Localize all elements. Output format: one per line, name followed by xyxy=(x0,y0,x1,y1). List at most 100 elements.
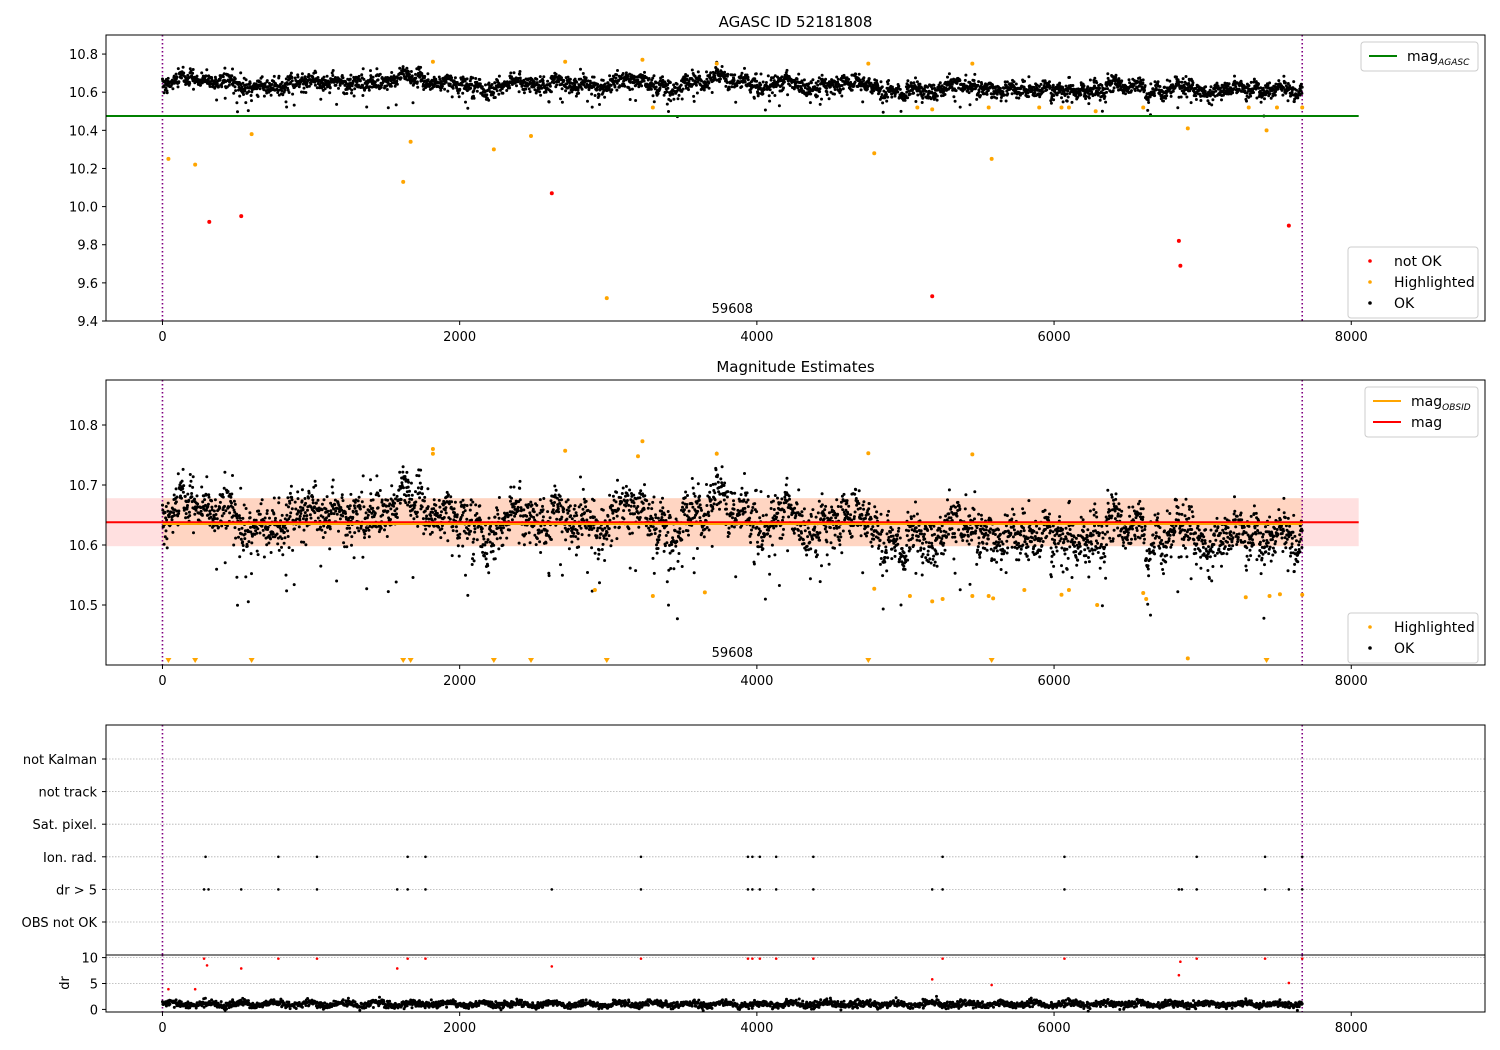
ok-point xyxy=(912,81,916,85)
ok-point xyxy=(440,527,444,531)
ok-point xyxy=(404,494,408,498)
ok-point xyxy=(470,563,474,566)
ok-point xyxy=(818,102,822,106)
ok-point xyxy=(539,551,543,554)
ok-point xyxy=(164,505,168,508)
ok-point xyxy=(484,557,488,561)
ok-point xyxy=(614,76,618,80)
ok-point xyxy=(908,92,912,96)
ok-point xyxy=(607,86,611,90)
ok-point xyxy=(407,493,411,497)
ok-point xyxy=(1100,109,1104,113)
ok-point xyxy=(501,543,505,547)
ok-point xyxy=(709,71,713,75)
ok-point xyxy=(206,502,210,506)
ok-point xyxy=(182,484,186,488)
ok-point xyxy=(1014,82,1018,86)
ok-point xyxy=(1088,78,1092,82)
ok-point xyxy=(161,503,164,507)
ok-point xyxy=(881,101,885,105)
ok-point xyxy=(440,80,443,83)
ok-point xyxy=(361,474,365,478)
ok-point xyxy=(299,512,303,515)
ok-point xyxy=(302,528,306,532)
ok-point xyxy=(560,100,564,104)
ok-point xyxy=(538,75,542,79)
ok-point xyxy=(446,89,450,93)
ok-point xyxy=(573,77,577,81)
ok-point xyxy=(408,489,411,493)
ok-point xyxy=(601,78,605,82)
ok-point xyxy=(385,84,389,88)
ok-point xyxy=(735,84,739,88)
ok-point xyxy=(740,85,744,89)
ok-point xyxy=(825,86,829,90)
ok-point xyxy=(289,511,293,515)
ok-point xyxy=(516,509,520,513)
ok-point xyxy=(241,540,245,544)
ok-point xyxy=(380,498,384,502)
ok-point xyxy=(566,75,570,79)
ok-point xyxy=(258,531,262,535)
ok-point xyxy=(890,95,894,99)
ok-point xyxy=(451,86,455,90)
ok-point xyxy=(414,76,418,80)
ok-point xyxy=(493,81,497,85)
ok-point xyxy=(628,98,632,101)
ok-point xyxy=(560,498,563,502)
ok-point xyxy=(746,78,750,82)
ok-point xyxy=(862,79,866,82)
x-tick-label: 8000 xyxy=(1335,330,1368,345)
ok-point xyxy=(369,478,372,482)
ok-point xyxy=(263,82,267,86)
ok-point xyxy=(1296,96,1300,100)
ok-point xyxy=(474,77,478,80)
ok-point xyxy=(250,90,254,94)
ok-point xyxy=(192,87,195,91)
ok-point xyxy=(1211,98,1215,102)
ok-point xyxy=(289,71,293,75)
ok-point xyxy=(515,84,518,88)
ok-point xyxy=(603,95,607,99)
ok-point xyxy=(610,88,614,92)
ok-point xyxy=(349,73,353,77)
ok-point xyxy=(464,531,468,535)
ok-point xyxy=(642,79,646,83)
ok-point xyxy=(816,83,820,87)
ok-point xyxy=(630,87,634,91)
legend-label-text: OK xyxy=(1394,296,1415,312)
ok-point xyxy=(862,76,866,80)
ok-point xyxy=(221,75,225,79)
ok-point xyxy=(256,553,260,557)
ok-point xyxy=(572,525,575,529)
ok-point xyxy=(932,83,936,87)
ok-point xyxy=(444,506,448,510)
ok-point xyxy=(673,86,677,89)
ok-point xyxy=(487,81,491,85)
ok-point xyxy=(221,495,225,499)
ok-point xyxy=(1259,100,1263,104)
ok-point xyxy=(770,91,774,95)
ok-point xyxy=(181,65,185,69)
ok-point xyxy=(236,603,239,607)
ok-point xyxy=(457,554,461,558)
ok-point xyxy=(335,579,339,583)
ok-point xyxy=(239,537,243,541)
ok-point xyxy=(517,541,521,545)
ok-point xyxy=(174,72,178,76)
ok-point xyxy=(301,508,305,512)
ok-point xyxy=(423,495,427,499)
ok-point xyxy=(532,515,536,519)
ok-point xyxy=(861,100,865,104)
ok-point xyxy=(184,512,188,516)
ok-point xyxy=(603,82,607,86)
ok-point xyxy=(453,76,457,80)
ok-point xyxy=(213,529,217,533)
ok-point xyxy=(357,495,361,499)
ok-point xyxy=(290,507,294,511)
ok-point xyxy=(909,81,913,85)
ok-point xyxy=(527,87,531,91)
ok-point xyxy=(547,574,551,578)
ok-point xyxy=(309,82,313,86)
ok-point xyxy=(1003,93,1006,97)
